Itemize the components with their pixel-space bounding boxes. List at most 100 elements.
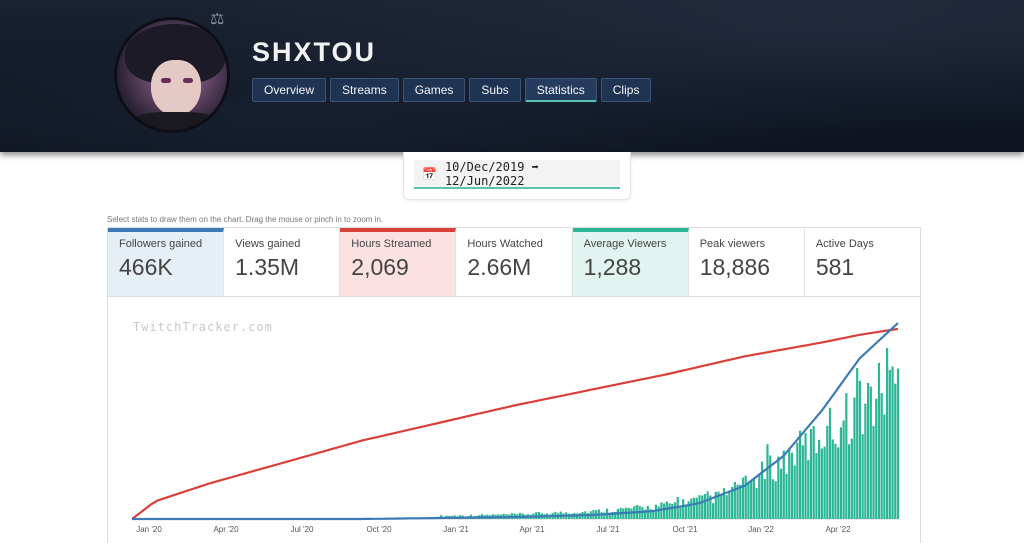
stat-value: 1,288 (583, 254, 642, 280)
average-viewers-bar (869, 386, 872, 519)
average-viewers-bar (812, 426, 815, 519)
x-tick-label: Apr '21 (519, 525, 545, 534)
average-viewers-bar (891, 366, 894, 519)
tab-streams[interactable]: Streams (330, 78, 399, 102)
average-viewers-bar (790, 452, 794, 519)
average-viewers-bar (663, 503, 666, 519)
stat-hours-watched[interactable]: Hours Watched 2.66M (456, 228, 573, 296)
average-viewers-bar (733, 481, 736, 519)
stat-value: 581 (815, 254, 855, 280)
tab-clips[interactable]: Clips (600, 78, 652, 102)
tab-overview[interactable]: Overview (252, 78, 327, 102)
stat-peak-viewers[interactable]: Peak viewers 18,886 (688, 228, 805, 296)
stat-label: Average Viewers (583, 238, 667, 250)
stat-value: 1.35M (235, 254, 300, 280)
average-viewers-bar (703, 493, 707, 519)
average-viewers-bar (837, 447, 840, 519)
stats-bar: Followers gained 466K Views gained 1.35M… (107, 227, 921, 297)
average-viewers-bar (731, 487, 734, 519)
average-viewers-bar (665, 501, 668, 519)
date-range-text: 10/Dec/2019 ➡ 12/Jun/2022 (444, 159, 539, 188)
stat-label: Hours Streamed (351, 238, 432, 250)
stat-label: Peak viewers (699, 238, 766, 250)
average-viewers-bar (711, 503, 715, 519)
average-viewers-bar (652, 510, 655, 519)
average-viewers-bar (856, 368, 859, 519)
tab-subs[interactable]: Subs (469, 78, 521, 102)
average-viewers-bar (684, 505, 687, 519)
average-viewers-bar (853, 397, 856, 519)
average-viewers-bar (630, 508, 633, 519)
average-viewers-bar (701, 495, 704, 519)
average-viewers-bar (741, 477, 745, 519)
average-viewers-bar (714, 491, 717, 519)
average-viewers-bar (744, 475, 747, 519)
stat-label: Views gained (235, 238, 301, 250)
x-tick-label: Oct '21 (672, 525, 698, 534)
average-viewers-bar (875, 398, 878, 519)
average-viewers-bar (611, 512, 614, 519)
average-viewers-bar (649, 509, 652, 519)
stat-value: 466K (119, 254, 173, 280)
stat-views-gained[interactable]: Views gained 1.35M (224, 228, 341, 296)
average-viewers-bar (603, 512, 606, 519)
average-viewers-bar (826, 425, 829, 519)
average-viewers-bar (752, 479, 755, 519)
x-tick-label: Jul '21 (597, 525, 620, 534)
average-viewers-bar (839, 427, 842, 519)
average-viewers-bar (850, 438, 853, 519)
watermark: TwitchTracker.com (133, 320, 273, 334)
x-tick-label: Apr '20 (213, 525, 239, 534)
average-viewers-bar (834, 443, 837, 519)
average-viewers-bar (758, 473, 761, 519)
average-viewers-bar (600, 512, 603, 519)
scale-icon[interactable]: ⚖ (210, 9, 225, 28)
average-viewers-bar (673, 502, 677, 519)
average-viewers-bar (755, 487, 758, 519)
average-viewers-bar (706, 491, 709, 519)
channel-name: SHXTOU (252, 37, 377, 67)
average-viewers-bar (657, 506, 660, 519)
calendar-icon: 📅 (422, 166, 437, 181)
average-viewers-bar (820, 448, 823, 519)
hours-streamed-line (131, 327, 899, 520)
average-viewers-bar (782, 450, 785, 519)
average-viewers-bar (763, 478, 766, 519)
x-tick-label: Jan '20 (136, 525, 162, 534)
followers-gained-line (132, 322, 899, 521)
average-viewers-bar (886, 347, 889, 519)
stat-active-days[interactable]: Active Days 581 (804, 228, 920, 296)
average-viewers-bar (736, 484, 739, 519)
average-viewers-bar (760, 461, 764, 519)
avatar-eye (183, 78, 193, 83)
average-viewers-bar (725, 495, 728, 519)
avatar-face (151, 60, 201, 116)
chart-hint: Select stats to draw them on the chart. … (107, 215, 384, 224)
average-viewers-bar (641, 507, 644, 519)
average-viewers-bar (766, 444, 769, 519)
average-viewers-bar (750, 480, 753, 519)
chart-container[interactable] (107, 297, 921, 543)
stats-chart[interactable]: Jan '20 Apr '20 Jul '20 Oct '20 Jan '21 Apr '… (108, 297, 920, 543)
stat-average-viewers[interactable]: Average Viewers 1,288 (572, 228, 689, 296)
date-range-picker[interactable]: 📅 10/Dec/2019 ➡ 12/Jun/2022 (414, 160, 620, 189)
average-viewers-bar (823, 446, 826, 519)
average-viewers-bar (831, 439, 834, 519)
stat-followers-gained[interactable]: Followers gained 466K (108, 228, 225, 296)
stat-value: 18,886 (699, 254, 771, 280)
average-viewers-bar (728, 490, 731, 519)
stat-hours-streamed[interactable]: Hours Streamed 2,069 (340, 228, 457, 296)
average-viewers-bar (671, 503, 674, 519)
average-viewers-bar (614, 511, 617, 519)
average-viewers-bar (796, 442, 799, 519)
average-viewers-bar (864, 403, 867, 519)
average-viewers-bar (883, 414, 886, 519)
tab-games[interactable]: Games (402, 78, 466, 102)
tab-statistics[interactable]: Statistics (524, 78, 597, 102)
average-viewers-bar (807, 459, 810, 519)
average-viewers-bar (771, 479, 775, 519)
average-viewers-bar (845, 393, 848, 519)
average-viewers-bar (858, 380, 862, 519)
x-tick-label: Jan '22 (748, 525, 774, 534)
average-viewers-bar (769, 455, 772, 519)
